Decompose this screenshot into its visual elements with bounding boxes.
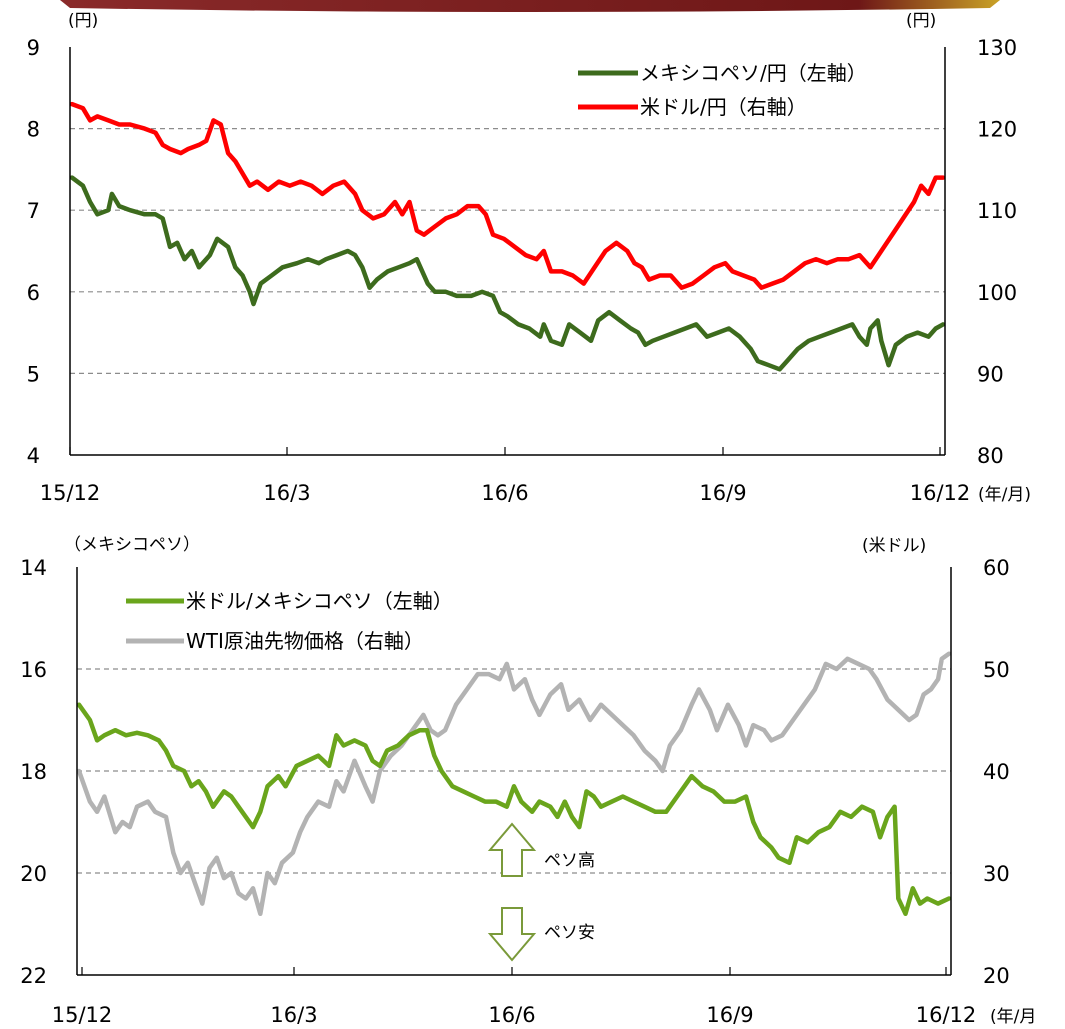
chart-peso-yen: 4 5 6 7 8 9 80 90 100 110 120 130 15/12 16/3 16/6 16/… [27,11,1031,505]
axes [76,567,952,976]
x-tick-label: 15/12 [40,481,101,505]
x-tick-label: 16/6 [481,481,528,505]
series-lines [69,101,946,372]
y-left-tick-label: 9 [27,36,40,60]
y-left-unit: (円) [68,11,98,31]
legend: メキシコペソ/円（左軸） 米ドル/円（右軸） [578,61,867,119]
y-right-tick-labels: 80 90 100 110 120 130 [977,36,1017,468]
legend-label-peso-yen: メキシコペソ/円（左軸） [640,61,867,85]
legend-label-usd-yen: 米ドル/円（右軸） [640,95,807,119]
y-left-tick-labels: 14 16 18 20 22 [20,556,47,988]
y-left-tick-labels: 4 5 6 7 8 9 [27,36,40,468]
x-tick-label: 16/6 [488,1003,535,1027]
series-lines [76,651,952,917]
y-right-tick-label: 20 [983,964,1010,988]
annotation-peso-weak: ペソ安 [487,907,595,962]
x-tick-label: 16/12 [916,1003,977,1027]
x-unit: (年/月) [978,485,1031,505]
axes [69,47,946,456]
legend-label-wti: WTI原油先物価格（右軸） [186,629,424,653]
x-tick-label: 16/3 [270,1003,317,1027]
y-right-tick-label: 90 [977,362,1004,386]
y-right-unit: (円) [906,11,936,31]
y-right-tick-label: 60 [983,556,1010,580]
y-right-tick-label: 50 [983,658,1010,682]
series-line-peso-yen [69,175,946,372]
series-line-usd-yen [69,101,946,290]
series-line-wti [76,651,952,917]
y-left-unit: （メキシコペソ） [64,535,200,555]
annotation-peso-strong: ペソ高 [487,822,595,877]
gridlines [70,128,945,374]
y-right-tick-label: 40 [983,760,1010,784]
y-right-tick-labels: 20 30 40 50 60 [983,556,1010,988]
x-unit: (年/月 [990,1007,1036,1027]
y-right-tick-label: 80 [977,444,1004,468]
y-right-tick-label: 120 [977,118,1017,142]
x-tick-label: 15/12 [52,1003,113,1027]
y-left-tick-label: 18 [20,760,47,784]
y-left-tick-label: 14 [20,556,47,580]
legend-label-usd-peso: 米ドル/メキシコペソ（左軸） [186,589,453,613]
x-tick-label: 16/3 [263,481,310,505]
x-tick-label: 16/12 [910,481,971,505]
y-right-tick-label: 100 [977,281,1017,305]
legend: 米ドル/メキシコペソ（左軸） WTI原油先物価格（右軸） [126,589,453,653]
y-right-tick-label: 110 [977,199,1017,223]
y-left-tick-label: 8 [27,118,40,142]
y-left-tick-label: 5 [27,362,40,386]
y-right-unit: (米ドル) [862,536,926,556]
x-tick-label: 16/9 [706,1003,753,1027]
arrow-down-icon [487,907,537,962]
x-tick-labels: 15/12 16/3 16/6 16/9 16/12 [40,481,971,505]
y-left-tick-label: 20 [20,862,47,886]
y-left-tick-label: 4 [27,444,40,468]
y-right-tick-label: 130 [977,36,1017,60]
annotation-label-peso-strong: ペソ高 [544,851,595,871]
y-right-tick-label: 30 [983,862,1010,886]
y-left-tick-label: 16 [20,658,47,682]
y-left-tick-label: 6 [27,281,40,305]
arrow-up-icon [487,822,537,877]
series-line-usd-peso [76,702,952,917]
annotation-label-peso-weak: ペソ安 [544,923,595,943]
x-tick-labels: 15/12 16/3 16/6 16/9 16/12 [52,1003,977,1027]
y-left-tick-label: 22 [20,964,47,988]
y-left-tick-label: 7 [27,199,40,223]
x-tick-label: 16/9 [699,481,746,505]
header-decoration [60,0,1000,12]
